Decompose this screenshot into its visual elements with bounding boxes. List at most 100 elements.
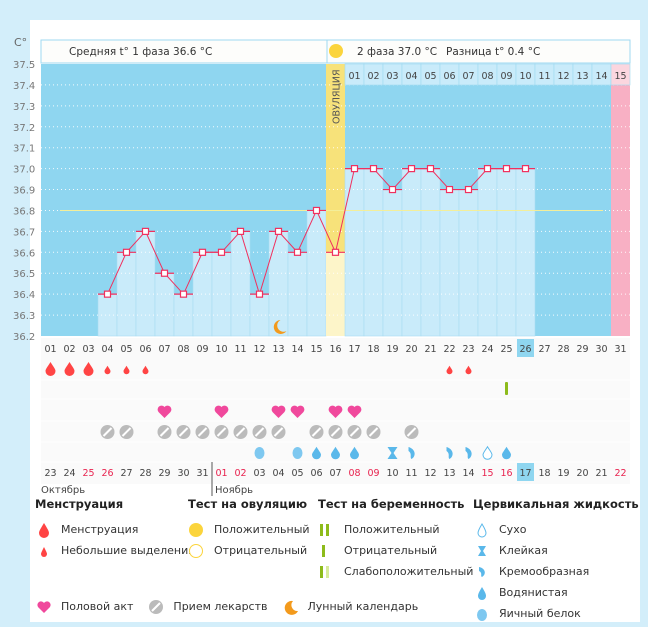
temp-bar — [249, 293, 270, 337]
watery-icon — [312, 446, 321, 460]
legend-menstruation: Менструация Менструация Небольшие выделе… — [35, 497, 195, 561]
post-ovulation-day-label: 07 — [462, 71, 474, 82]
date-label: 18 — [538, 468, 550, 479]
temp-bar — [230, 231, 251, 337]
cycle-day-label: 11 — [234, 344, 246, 355]
month-label: Ноябрь — [215, 485, 253, 496]
legend-label: Яичный белок — [499, 607, 581, 620]
post-ovulation-day-label: 04 — [405, 71, 417, 82]
cycle-day-label: 04 — [101, 344, 113, 355]
watery-icon — [478, 586, 486, 600]
cycle-day-label: 31 — [614, 344, 626, 355]
temp-bar — [439, 189, 460, 337]
legend-label: Слабоположительный — [344, 565, 474, 578]
menstruation-light-icon — [142, 365, 149, 375]
y-tick-label: 36.5 — [13, 269, 35, 280]
date-label: 25 — [82, 468, 94, 479]
date-label: 04 — [272, 468, 284, 479]
legend-cervical: Цервикальная жидкость Сухо Клейкая Кремо… — [473, 497, 639, 624]
pill-stripe — [254, 427, 265, 437]
post-ovulation-day-label: 09 — [500, 71, 512, 82]
temp-bar — [154, 272, 175, 337]
phase1-text: Средняя t° 1 фаза 36.6 °C — [69, 46, 212, 58]
creamy-icon — [446, 447, 453, 459]
pill-stripe — [216, 427, 227, 437]
test-weak-icon — [320, 565, 329, 578]
temp-bar — [477, 168, 498, 337]
ovulation-sun-icon — [329, 44, 343, 58]
cycle-day-label: 25 — [500, 344, 512, 355]
creamy-icon — [479, 566, 485, 577]
date-label: 14 — [462, 468, 474, 479]
legend-title: Менструация — [35, 497, 124, 511]
month-label: Октябрь — [41, 485, 85, 496]
cycle-day-label: 01 — [44, 344, 56, 355]
egg-white-icon — [477, 608, 487, 621]
heart-icon — [271, 405, 286, 418]
heart-icon — [328, 405, 343, 418]
next-period-column — [611, 64, 630, 336]
heart-icon — [37, 600, 51, 613]
temp-point — [407, 165, 416, 173]
cycle-day-label: 08 — [177, 344, 189, 355]
cycle-day-label: 12 — [253, 344, 265, 355]
temp-point — [103, 290, 112, 298]
bbt-chart: C° Средняя t° 1 фаза 36.6 °C 2 фаза 37.0… — [13, 36, 631, 496]
legend-label: Небольшие выделения — [61, 544, 195, 557]
date-label: 03 — [253, 468, 265, 479]
temp-point — [483, 165, 492, 173]
legend-label: Половой акт — [61, 600, 134, 613]
pill-stripe — [330, 427, 341, 437]
y-tick-label: 37.0 — [13, 165, 35, 176]
legend-label: Отрицательный — [344, 544, 438, 557]
temp-point — [312, 206, 321, 215]
menstruation-light-icon — [104, 365, 111, 375]
menstruation-heavy-icon — [64, 362, 75, 377]
date-label: 08 — [348, 468, 360, 479]
cycle-day-label: 03 — [82, 344, 94, 355]
temp-point — [141, 227, 150, 235]
temp-point — [388, 185, 397, 194]
post-ovulation-day-label: 12 — [557, 71, 569, 82]
date-label: 30 — [177, 468, 189, 479]
pill-stripe — [102, 427, 113, 437]
y-tick-label: 36.9 — [13, 186, 35, 197]
egg-white-icon — [254, 447, 265, 459]
pill-stripe — [159, 427, 170, 437]
pill-icon — [149, 599, 164, 614]
today-highlight — [517, 339, 534, 357]
cycle-day-label: 16 — [329, 344, 341, 355]
legend-pregnancy-test: Тест на беременность Положительный Отриц… — [318, 497, 473, 582]
temp-point — [217, 248, 226, 256]
pill-stripe — [197, 427, 208, 437]
post-ovulation-day-label: 02 — [367, 71, 379, 82]
legend-other: Половой акт Прием лекарств Лунный календ… — [35, 596, 418, 617]
date-label: 31 — [196, 468, 208, 479]
cycle-day-label: 30 — [595, 344, 607, 355]
menstruation-heavy-icon — [45, 362, 56, 377]
pill-stripe — [368, 427, 379, 437]
temp-point — [274, 227, 283, 235]
cycle-day-label: 10 — [215, 344, 227, 355]
temp-point — [464, 185, 473, 194]
date-label: 20 — [576, 468, 588, 479]
y-tick-label: 36.7 — [13, 227, 35, 238]
temp-point — [502, 165, 511, 173]
date-label: 19 — [557, 468, 569, 479]
cycle-day-label: 19 — [386, 344, 398, 355]
cycle-day-label: 24 — [481, 344, 493, 355]
date-label: 16 — [500, 468, 512, 479]
cycle-day-label: 06 — [139, 344, 151, 355]
post-ovulation-day-label: 10 — [519, 71, 531, 82]
phase2-box — [326, 39, 631, 64]
temp-diff-text: Разница t° 0.4 °C — [446, 46, 540, 58]
legend-label: Лунный календарь — [307, 600, 419, 613]
legend-label: Менструация — [61, 523, 139, 536]
date-label: 27 — [120, 468, 132, 479]
y-tick-label: 37.3 — [13, 102, 35, 113]
cycle-day-label: 26 — [519, 344, 531, 355]
pill-stripe — [178, 427, 189, 437]
ovulation-bar — [326, 252, 345, 336]
post-ovulation-day-label: 01 — [348, 71, 360, 82]
date-label: 06 — [310, 468, 322, 479]
